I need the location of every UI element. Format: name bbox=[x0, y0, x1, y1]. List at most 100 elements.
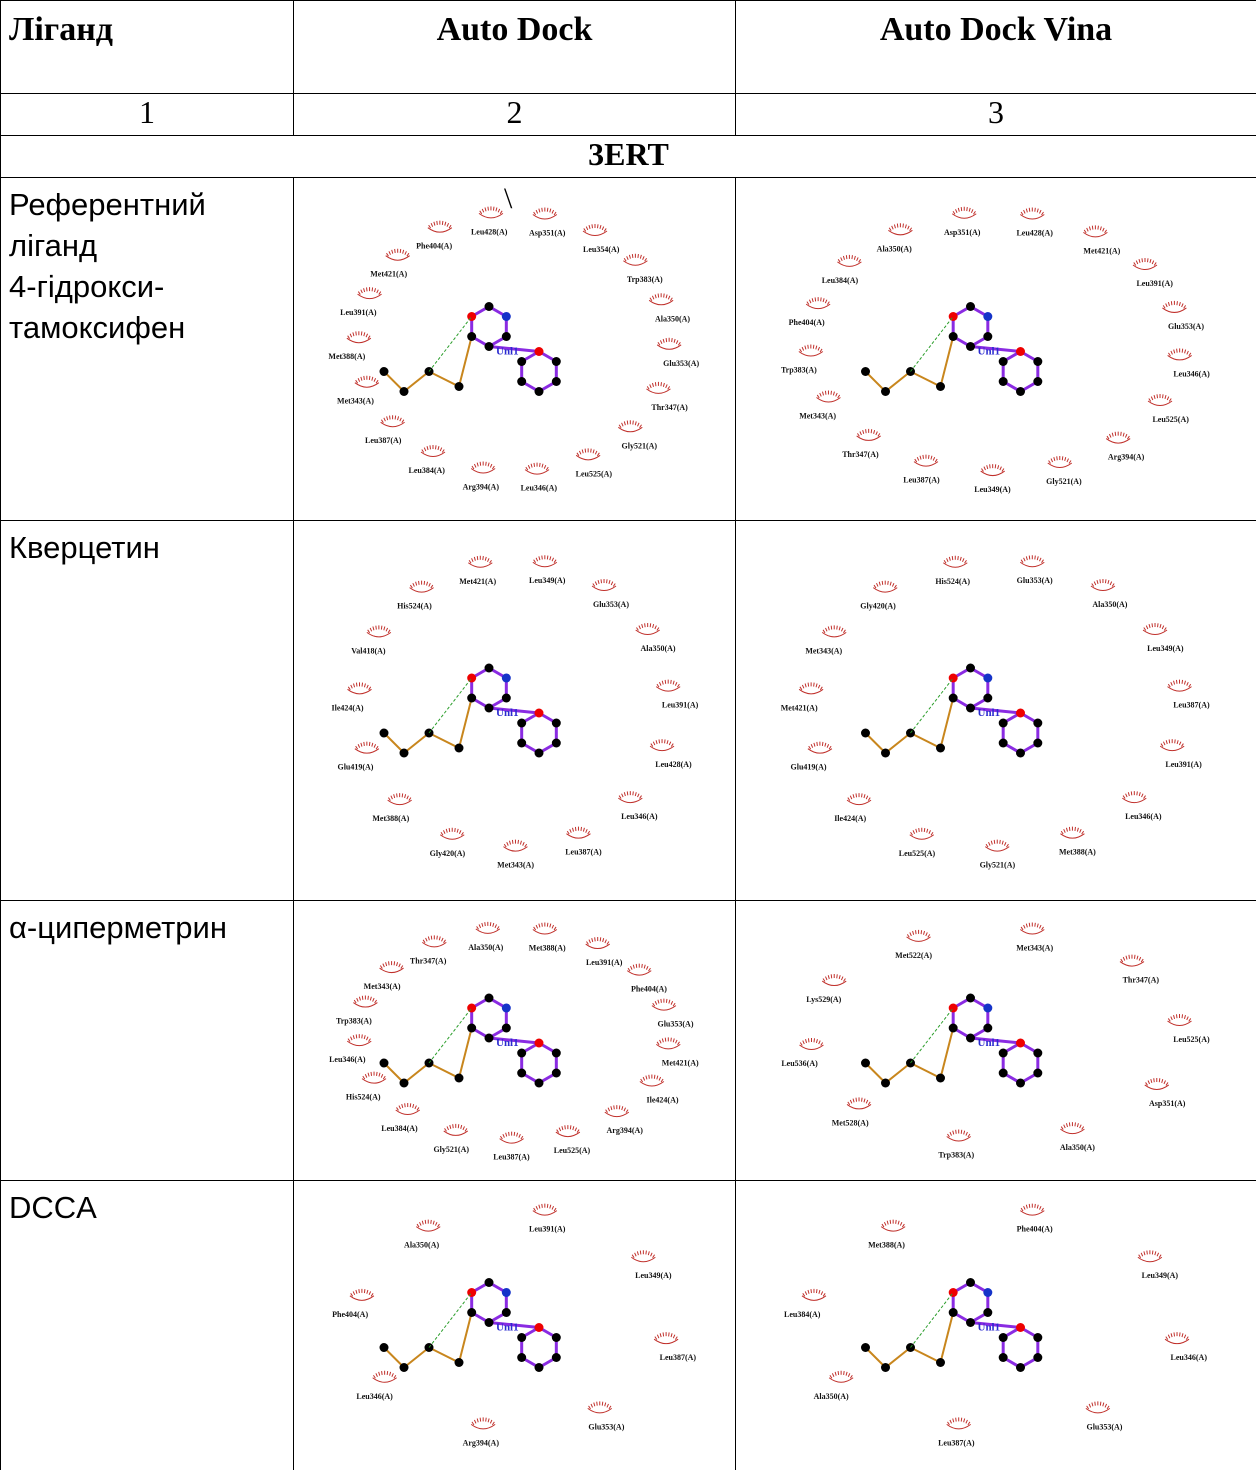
residue-label: Arg394(A) bbox=[463, 482, 500, 491]
hydrophobic-arc bbox=[1168, 348, 1192, 360]
residue-label: Ala350(A) bbox=[1060, 1143, 1095, 1152]
atom bbox=[966, 342, 975, 351]
hydrophobic-arc bbox=[654, 1332, 678, 1344]
hydrophobic-arc bbox=[816, 390, 840, 402]
note: \ bbox=[504, 182, 513, 215]
hydrophobic-arc bbox=[479, 206, 503, 218]
atom bbox=[881, 1363, 890, 1372]
hydrophobic-arc bbox=[592, 579, 616, 591]
residue-label: Met421(A) bbox=[370, 270, 407, 279]
hydrophobic-arc bbox=[1145, 1078, 1169, 1090]
hydrophobic-arc bbox=[1020, 555, 1044, 567]
hydrophobic-arc bbox=[799, 344, 823, 356]
residue-label: Arg394(A) bbox=[1108, 453, 1145, 462]
residue-label: Met343(A) bbox=[364, 982, 401, 991]
section-cell: 3ERT bbox=[1, 136, 1256, 178]
hydrophobic-arc bbox=[985, 840, 1009, 852]
residue-label: Leu346(A) bbox=[621, 812, 658, 821]
atom bbox=[502, 674, 511, 683]
residue-label: Gly420(A) bbox=[860, 602, 896, 611]
ligand-name: 4-гідрокси- bbox=[9, 266, 285, 307]
atom bbox=[467, 1288, 476, 1297]
figure-cell: Unl1Met343(A)Thr347(A)Leu525(A)Asp351(A)… bbox=[736, 901, 1256, 1181]
atom bbox=[1033, 1353, 1042, 1362]
atom bbox=[983, 674, 992, 683]
hydrophobic-arc bbox=[799, 682, 823, 694]
hydrophobic-arc bbox=[355, 376, 379, 388]
residue-label: His524(A) bbox=[397, 602, 432, 611]
ligand-label: Unl1 bbox=[496, 707, 519, 719]
atom bbox=[1016, 387, 1025, 396]
atom bbox=[1016, 1039, 1025, 1048]
residue-label: Leu391(A) bbox=[1136, 279, 1173, 288]
column-number: 2 bbox=[507, 94, 523, 130]
residue-label: Met421(A) bbox=[1083, 246, 1120, 255]
atom bbox=[467, 332, 476, 341]
hydrophobic-arc bbox=[636, 623, 660, 635]
header-cell: Ліганд bbox=[1, 1, 294, 94]
atom bbox=[949, 1308, 958, 1317]
residue-label: Leu391(A) bbox=[529, 1225, 566, 1234]
residue-label: Met343(A) bbox=[799, 411, 836, 420]
hydrophobic-arc bbox=[847, 793, 871, 805]
hydrophobic-arc bbox=[583, 224, 607, 236]
hydrophobic-arc bbox=[471, 461, 495, 473]
figure-cell: Unl1Leu349(A)Glu353(A)Ala350(A)Leu391(A)… bbox=[294, 521, 736, 901]
atom bbox=[1033, 719, 1042, 728]
residue-label: Phe404(A) bbox=[1017, 1225, 1053, 1234]
hydrophobic-arc bbox=[981, 464, 1005, 476]
atom bbox=[552, 1069, 561, 1078]
hydrophobic-arc bbox=[799, 1038, 823, 1050]
residue-label: Asp351(A) bbox=[1149, 1099, 1186, 1108]
hydrophobic-arc bbox=[943, 556, 967, 568]
atom bbox=[467, 1024, 476, 1033]
atom bbox=[949, 332, 958, 341]
residue-label: Trp383(A) bbox=[336, 1017, 372, 1026]
header-cell: Auto Dock bbox=[294, 1, 736, 94]
atom bbox=[502, 1024, 511, 1033]
residue-label: Arg394(A) bbox=[463, 1438, 500, 1447]
hydrophobic-arc bbox=[476, 922, 500, 934]
atom bbox=[936, 382, 945, 391]
atom bbox=[535, 1323, 544, 1332]
residue-label: Glu353(A) bbox=[1017, 576, 1053, 585]
hydrophobic-arc bbox=[444, 1124, 468, 1136]
residue-label: Leu384(A) bbox=[784, 1310, 821, 1319]
atom bbox=[983, 312, 992, 321]
atom bbox=[983, 1024, 992, 1033]
figure-cell: Unl1Glu353(A)Ala350(A)Leu349(A)Leu387(A)… bbox=[736, 521, 1256, 901]
residue-label: Gly521(A) bbox=[1046, 477, 1082, 486]
ligand-cell: DCCA bbox=[1, 1181, 294, 1470]
hydrophobic-arc bbox=[380, 961, 404, 973]
residue-label: Met388(A) bbox=[1059, 848, 1096, 857]
atom bbox=[400, 749, 409, 758]
atom bbox=[400, 1363, 409, 1372]
residue-label: Leu349(A) bbox=[1147, 644, 1184, 653]
residue-label: Asp351(A) bbox=[529, 229, 566, 238]
number-cell: 2 bbox=[294, 94, 736, 136]
residue-label: Ala350(A) bbox=[877, 244, 912, 253]
hydrophobic-arc bbox=[947, 1130, 971, 1142]
atom bbox=[485, 704, 494, 713]
residue-label: Leu346(A) bbox=[1171, 1353, 1208, 1362]
residue-label: Leu384(A) bbox=[409, 466, 446, 475]
figure-cell: Unl1Phe404(A)Leu349(A)Leu346(A)Glu353(A)… bbox=[736, 1181, 1256, 1470]
ligand-name: α-циперметрин bbox=[9, 907, 285, 948]
atom bbox=[1016, 1323, 1025, 1332]
hydrophobic-arc bbox=[650, 739, 674, 751]
hydrophobic-arc bbox=[952, 207, 976, 219]
residue-label: Glu353(A) bbox=[1168, 322, 1204, 331]
hydrophobic-arc bbox=[652, 999, 676, 1011]
atom bbox=[999, 1333, 1008, 1342]
ligand-label: Unl1 bbox=[496, 1037, 519, 1049]
residue-label: Asp351(A) bbox=[944, 228, 981, 237]
page: Ліганд Auto Dock Auto Dock Vina 1 2 3 3E… bbox=[0, 0, 1256, 1470]
atom bbox=[535, 347, 544, 356]
residue-label: Leu387(A) bbox=[493, 1153, 530, 1162]
atom bbox=[1033, 357, 1042, 366]
atom bbox=[485, 1034, 494, 1043]
atom bbox=[1016, 749, 1025, 758]
atom bbox=[502, 1308, 511, 1317]
hydrophobic-arc bbox=[500, 1132, 524, 1144]
hydrophobic-arc bbox=[1083, 225, 1107, 237]
